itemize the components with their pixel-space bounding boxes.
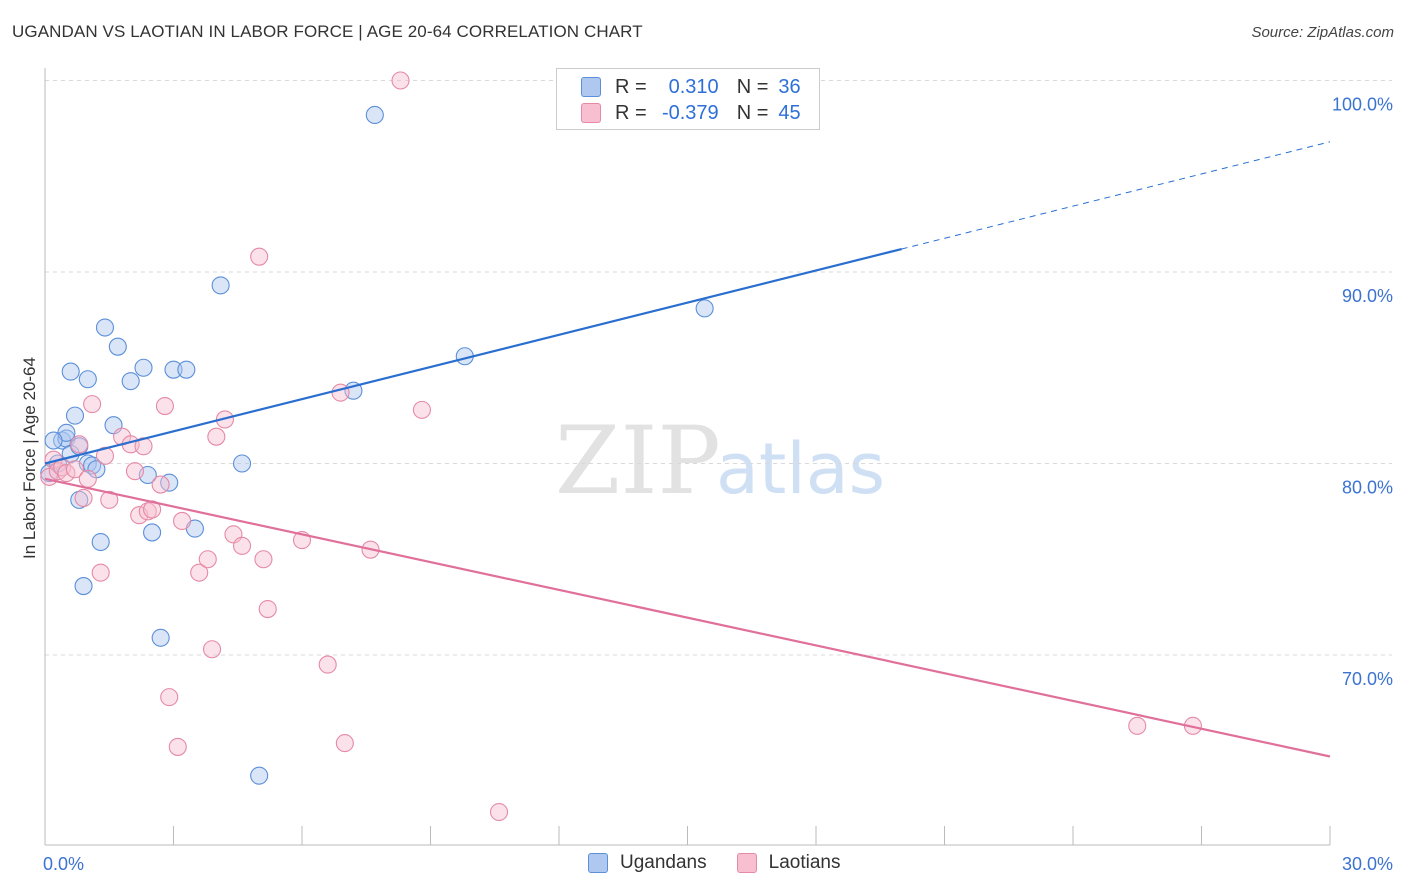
scatter-point [207, 427, 226, 446]
scatter-point [232, 454, 252, 473]
legend-n-value: 45 [778, 101, 801, 124]
legend-swatch-laotians [581, 103, 601, 123]
x-tick-label: 30.0% [1342, 854, 1393, 874]
scatter-point [412, 400, 431, 419]
trend-lines [44, 141, 1331, 758]
x-tick-label: 0.0% [43, 854, 84, 874]
series-ugandans [40, 105, 714, 785]
scatter-point [365, 105, 384, 125]
series-legend-laotians: Laotians [736, 852, 841, 874]
legend-r-label: R = [615, 75, 647, 98]
legend-r-value: -0.379 [661, 101, 719, 124]
scatter-point [198, 550, 217, 569]
legend-n-value: 36 [778, 75, 801, 98]
scatter-point [155, 396, 174, 416]
data-points [40, 71, 1202, 822]
scatter-point [70, 435, 89, 454]
y-tick-label: 100.0% [1332, 95, 1393, 115]
scatter-point [211, 276, 230, 295]
legend-row-laotians: R = -0.379 N = 45 [581, 102, 801, 124]
scatter-point [91, 563, 110, 582]
scatter-point [74, 577, 93, 596]
trend-line-ugandans [44, 247, 902, 465]
scatter-point [95, 318, 115, 337]
scatter-point [318, 655, 337, 674]
scatter-point [143, 523, 162, 542]
series-label-ugandans: Ugandans [620, 852, 707, 873]
scatter-point [74, 488, 93, 508]
watermark: ZIP atlas [555, 407, 885, 516]
correlation-legend: R = 0.310 N = 36 R = -0.379 N = 45 [556, 68, 820, 130]
legend-swatch-ugandans [581, 77, 601, 97]
trend-line-laotians [44, 477, 1331, 758]
legend-r-value: 0.310 [668, 75, 719, 98]
series-swatch-laotians [736, 853, 757, 873]
legend-row-ugandans: R = 0.310 N = 36 [581, 76, 801, 98]
scatter-point [91, 532, 110, 552]
scatter-point [95, 446, 115, 465]
trend-extension-ugandans [901, 141, 1331, 250]
scatter-point [44, 431, 63, 450]
legend-n-label: N = [736, 101, 769, 124]
scatter-point [232, 536, 252, 555]
chart-title: UGANDAN VS LAOTIAN IN LABOR FORCE | AGE … [12, 22, 643, 41]
series-legend-ugandans: Ugandans [588, 852, 707, 874]
series-legend: Ugandans Laotians [588, 852, 870, 874]
scatter-point [177, 360, 196, 379]
scatter-point [125, 462, 144, 481]
scatter-point [65, 460, 85, 479]
tick-labels: 70.0% 80.0% 90.0% 100.0% 0.0% 30.0% [43, 95, 1393, 875]
y-tick-label: 70.0% [1342, 669, 1393, 689]
scatter-point [160, 688, 179, 707]
scatter-point [258, 599, 277, 619]
axes [44, 68, 1331, 846]
legend-r-label: R = [615, 101, 647, 124]
scatter-point [254, 550, 273, 569]
scatter-point [151, 628, 170, 647]
scatter-point [1128, 716, 1147, 735]
scatter-point [250, 247, 269, 266]
scatter-point [151, 475, 170, 494]
watermark-zip: ZIP [555, 407, 721, 516]
scatter-point [83, 395, 102, 414]
watermark-atlas: atlas [716, 428, 885, 510]
scatter-point [250, 766, 269, 785]
y-tick-label: 80.0% [1342, 478, 1393, 498]
scatter-point [65, 406, 85, 425]
scatter-point [168, 737, 187, 756]
scatter-point [190, 563, 209, 582]
scatter-point [164, 360, 183, 379]
series-laotians [40, 71, 1202, 822]
scatter-point [121, 372, 140, 391]
scatter-point [61, 362, 80, 381]
legend-n-label: N = [736, 75, 769, 98]
scatter-point [173, 511, 192, 531]
scatter-point [57, 464, 76, 483]
scatter-point [78, 469, 97, 488]
scatter-point [78, 370, 97, 389]
scatter-point [335, 734, 354, 753]
scatter-point [108, 337, 127, 356]
scatter-point [331, 383, 350, 402]
scatter-point [695, 299, 714, 318]
scatter-point [391, 71, 410, 90]
y-tick-label: 90.0% [1342, 286, 1393, 306]
series-swatch-ugandans [588, 853, 608, 873]
scatter-point [100, 490, 119, 509]
source-attribution: Source: ZipAtlas.com [1251, 24, 1394, 41]
series-label-laotians: Laotians [768, 852, 841, 873]
scatter-point [203, 640, 222, 659]
scatter-point [134, 358, 153, 377]
gridlines [45, 80, 1392, 656]
scatter-point [489, 802, 509, 822]
